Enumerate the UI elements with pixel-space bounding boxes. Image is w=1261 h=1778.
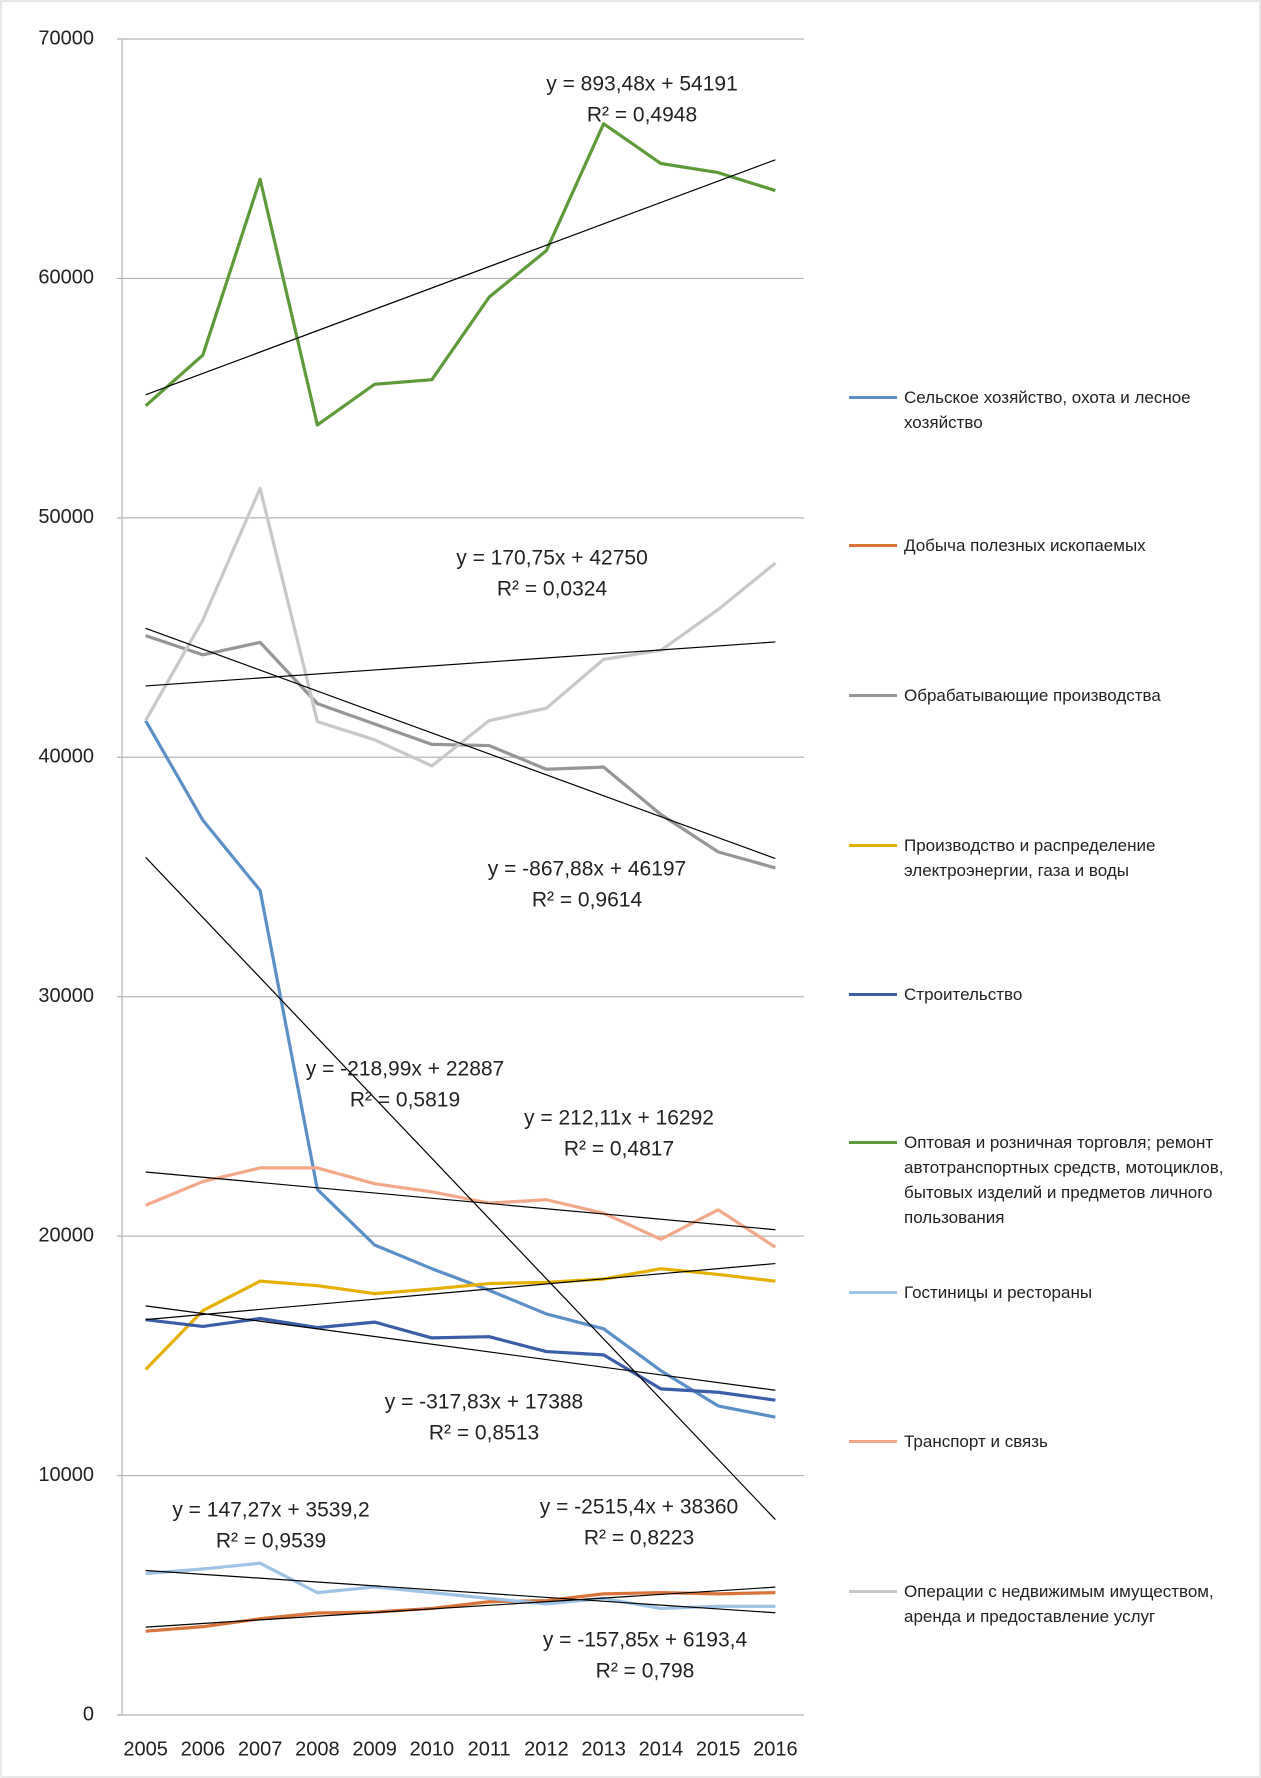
trendline-r2: R² = 0,5819 xyxy=(350,1089,460,1112)
trendline xyxy=(145,1262,776,1321)
legend-swatch xyxy=(849,543,897,547)
trendline-r2: R² = 0,9614 xyxy=(532,889,643,912)
trendline-equation: y = -218,99x + 22887 xyxy=(306,1058,505,1081)
legend-swatch xyxy=(849,992,897,996)
legend-label: Транспорт и связь xyxy=(904,1431,1048,1451)
x-tick-label: 2009 xyxy=(352,1738,397,1760)
trendline-r2: R² = 0,4817 xyxy=(564,1138,674,1161)
y-tick-label: 60000 xyxy=(38,267,94,289)
trendline xyxy=(145,159,776,396)
trendline xyxy=(145,1586,776,1628)
x-tick-label: 2012 xyxy=(524,1738,569,1760)
legend-label: Производство и распределение электроэнер… xyxy=(904,835,1156,880)
series-line xyxy=(145,1561,776,1611)
legend-swatch xyxy=(849,395,897,399)
legend-label: Гостиницы и рестораны xyxy=(904,1282,1093,1302)
trendline xyxy=(145,1305,776,1391)
x-tick-label: 2015 xyxy=(696,1738,741,1760)
legend-swatch xyxy=(849,1439,897,1443)
trendline-equation: y = -157,85x + 6193,4 xyxy=(543,1629,748,1652)
trendline xyxy=(145,641,776,687)
series-line xyxy=(144,122,776,427)
y-tick-label: 40000 xyxy=(38,746,94,768)
legend-swatch xyxy=(849,1140,897,1144)
trendline-r2: R² = 0,798 xyxy=(596,1660,695,1683)
legend-swatch xyxy=(849,693,897,697)
y-tick-label: 20000 xyxy=(38,1224,94,1246)
series-line xyxy=(145,1316,776,1402)
series-line xyxy=(145,634,776,870)
series-line xyxy=(145,1591,776,1633)
legend-label: Оптовая и розничная торговля; ремонт авт… xyxy=(904,1132,1224,1227)
trendline xyxy=(145,627,776,860)
x-tick-label: 2014 xyxy=(639,1738,684,1760)
x-tick-label: 2010 xyxy=(410,1738,455,1760)
legend-label: Строительство xyxy=(904,984,1023,1004)
x-tick-label: 2005 xyxy=(123,1738,168,1760)
trendline xyxy=(145,856,776,1520)
legend-swatch xyxy=(849,1290,897,1294)
legend-label: Обрабатывающие производства xyxy=(904,685,1161,705)
x-tick-label: 2016 xyxy=(753,1738,798,1760)
trendline-equation: y = 212,11x + 16292 xyxy=(524,1107,714,1130)
y-tick-label: 10000 xyxy=(38,1464,94,1486)
series-line xyxy=(144,1267,776,1371)
x-tick-label: 2011 xyxy=(468,1738,511,1760)
legend-swatch xyxy=(849,1589,897,1593)
x-tick-label: 2006 xyxy=(181,1738,226,1760)
y-tick-label: 50000 xyxy=(38,506,94,528)
trendline-equation: y = 147,27x + 3539,2 xyxy=(172,1499,369,1522)
x-tick-label: 2007 xyxy=(238,1738,283,1760)
legend-label: Сельское хозяйство, охота и лесное хозяй… xyxy=(904,387,1191,432)
legend-label: Добыча полезных ископаемых xyxy=(904,535,1146,555)
trendline xyxy=(145,1569,776,1614)
legend-label: Операции с недвижимым имуществом, аренда… xyxy=(904,1581,1214,1626)
y-tick-label: 30000 xyxy=(38,985,94,1007)
y-tick-label: 70000 xyxy=(38,27,94,49)
y-tick-label: 0 xyxy=(83,1703,94,1725)
series-line xyxy=(144,486,777,768)
trendline xyxy=(145,1171,776,1231)
trendline-equation: y = -867,88x + 46197 xyxy=(488,858,687,881)
trendline-equation: y = 893,48x + 54191 xyxy=(546,73,738,96)
trendline-r2: R² = 0,4948 xyxy=(587,104,697,127)
trendline-r2: R² = 0,9539 xyxy=(216,1530,326,1553)
trendline-r2: R² = 0,8223 xyxy=(584,1527,694,1550)
x-tick-label: 2008 xyxy=(295,1738,340,1760)
legend-swatch xyxy=(849,843,897,847)
series-line xyxy=(145,1166,777,1249)
trendline-r2: R² = 0,8513 xyxy=(429,1422,539,1445)
trendline-equation: y = -317,83x + 17388 xyxy=(385,1391,584,1414)
trendline-r2: R² = 0,0324 xyxy=(497,578,608,601)
x-tick-label: 2013 xyxy=(581,1738,626,1760)
trendline-equation: y = 170,75x + 42750 xyxy=(456,547,648,570)
trendline-equation: y = -2515,4x + 38360 xyxy=(540,1496,739,1519)
